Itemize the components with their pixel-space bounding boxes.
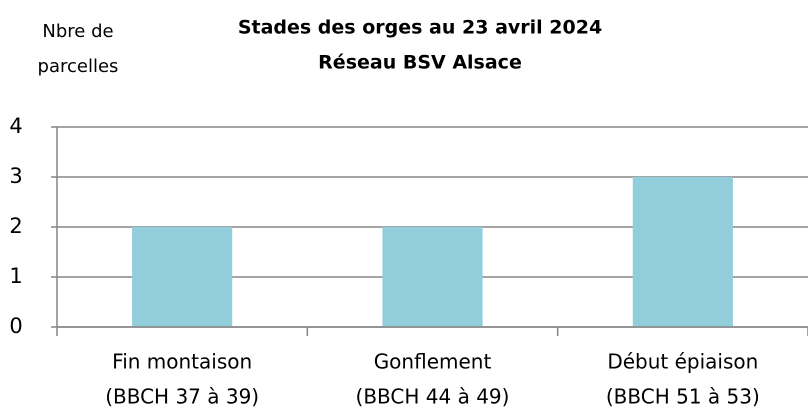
y-axis-label: Nbre de — [42, 21, 113, 42]
x-tick-label: Fin montaison — [112, 350, 252, 374]
y-tick-label: 1 — [9, 264, 22, 288]
bar — [132, 227, 233, 327]
y-tick-label: 3 — [9, 164, 22, 188]
x-tick-label: Gonflement — [374, 350, 492, 374]
y-tick-label: 0 — [9, 314, 22, 338]
x-tick-label: (BBCH 44 à 49) — [356, 385, 510, 409]
y-tick-label: 4 — [9, 114, 22, 138]
bar — [632, 177, 733, 327]
x-tick-label: Début épiaison — [607, 350, 758, 374]
bar — [382, 227, 483, 327]
y-tick-label: 2 — [9, 214, 22, 238]
chart-title: Réseau BSV Alsace — [318, 52, 522, 74]
x-tick-label: (BBCH 37 à 39) — [105, 385, 259, 409]
x-tick-label: (BBCH 51 à 53) — [606, 385, 760, 409]
chart-title: Stades des orges au 23 avril 2024 — [238, 17, 602, 39]
y-axis-label: parcelles — [38, 56, 119, 77]
